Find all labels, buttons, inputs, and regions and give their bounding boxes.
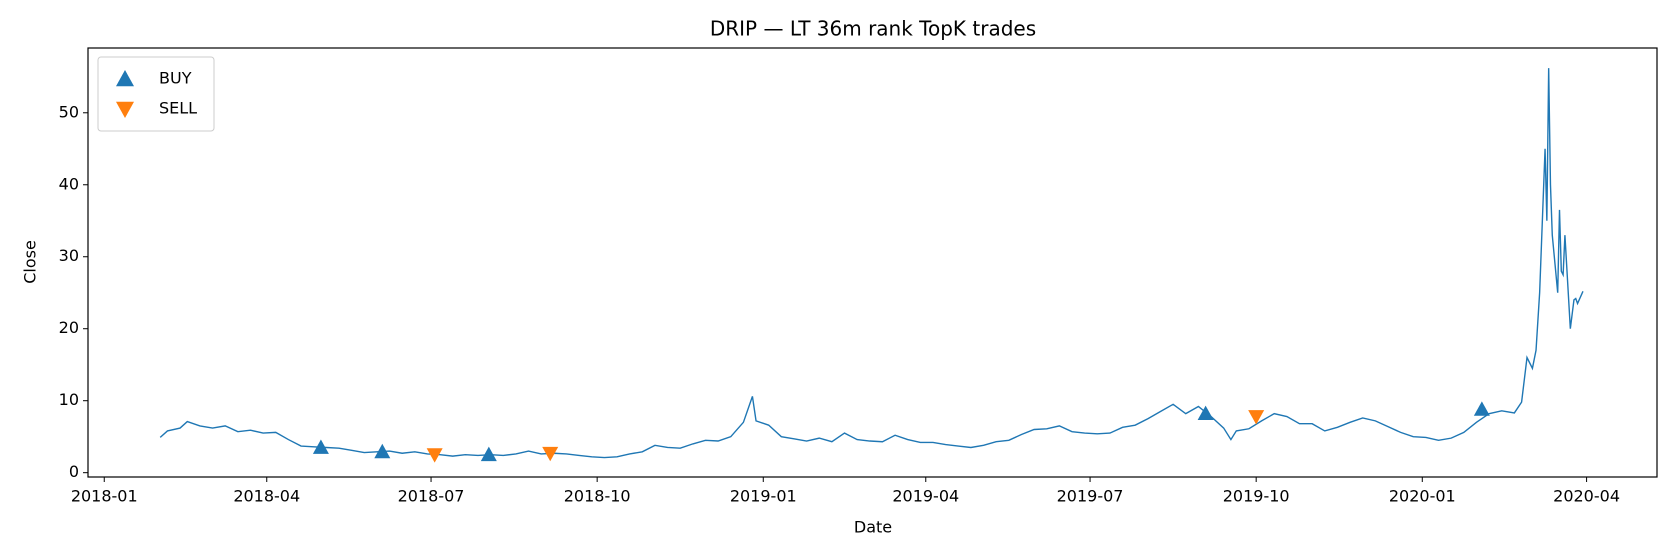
x-tick-label: 2018-10 bbox=[564, 487, 631, 506]
y-tick-label: 0 bbox=[69, 462, 79, 481]
legend-box bbox=[97, 56, 215, 132]
price-line bbox=[159, 68, 1584, 459]
buy-marker bbox=[312, 439, 329, 454]
buy-marker bbox=[1473, 401, 1490, 416]
y-tick-label: 40 bbox=[59, 174, 79, 193]
y-axis-label: Close bbox=[21, 240, 40, 284]
y-tick-label: 20 bbox=[59, 318, 79, 337]
x-tick-label: 2019-04 bbox=[892, 487, 959, 506]
x-tick-label: 2020-01 bbox=[1389, 487, 1456, 506]
legend-label: BUY bbox=[159, 69, 192, 88]
x-tick-label: 2019-10 bbox=[1223, 487, 1290, 506]
legend-marker bbox=[116, 101, 134, 118]
y-tick-label: 30 bbox=[59, 246, 79, 265]
x-tick-label: 2018-07 bbox=[398, 487, 465, 506]
buy-marker bbox=[374, 443, 391, 459]
y-tick-label: 50 bbox=[59, 102, 79, 121]
x-tick-label: 2020-04 bbox=[1553, 487, 1620, 506]
buy-marker bbox=[480, 446, 497, 462]
x-tick-label: 2018-01 bbox=[71, 487, 138, 506]
x-tick-label: 2019-07 bbox=[1057, 487, 1124, 506]
x-tick-label: 2018-04 bbox=[233, 487, 300, 506]
sell-marker bbox=[426, 448, 443, 463]
legend-label: SELL bbox=[159, 99, 197, 118]
y-tick-label: 10 bbox=[59, 390, 79, 409]
x-tick-label: 2019-01 bbox=[730, 487, 797, 506]
legend-marker bbox=[116, 70, 134, 87]
plot-frame bbox=[87, 47, 1658, 478]
sell-marker bbox=[542, 446, 559, 462]
sell-marker bbox=[1248, 410, 1265, 425]
buy-marker bbox=[1197, 405, 1214, 421]
x-axis-label: Date bbox=[854, 518, 892, 537]
chart-title: DRIP — LT 36m rank TopK trades bbox=[710, 17, 1036, 41]
